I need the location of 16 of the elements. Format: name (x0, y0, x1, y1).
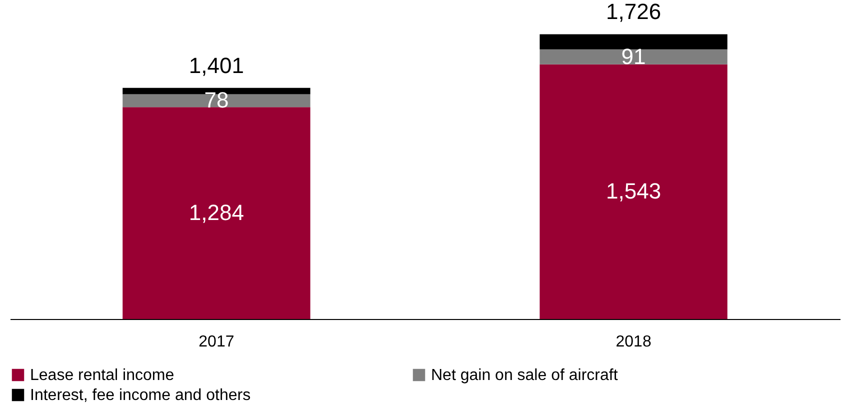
bar (122, 94, 310, 108)
x-tick-label: 2017 (198, 334, 234, 350)
total-label: 1,401 (188, 52, 244, 78)
data-label: 91 (621, 44, 646, 69)
bar (540, 34, 728, 50)
legend-label: Lease rental income (30, 367, 174, 384)
legend-label: Interest, fee income and others (30, 387, 251, 404)
bar (540, 49, 728, 64)
legend-label: Net gain on sale of aircraft (431, 367, 618, 384)
bar (122, 107, 310, 319)
x-tick-label: 2018 (616, 334, 652, 350)
data-label: 1,284 (188, 200, 244, 226)
bar (540, 64, 728, 319)
data-label: 78 (204, 88, 229, 113)
total-label: 1,726 (606, 0, 662, 24)
data-label: 1,543 (606, 178, 662, 204)
